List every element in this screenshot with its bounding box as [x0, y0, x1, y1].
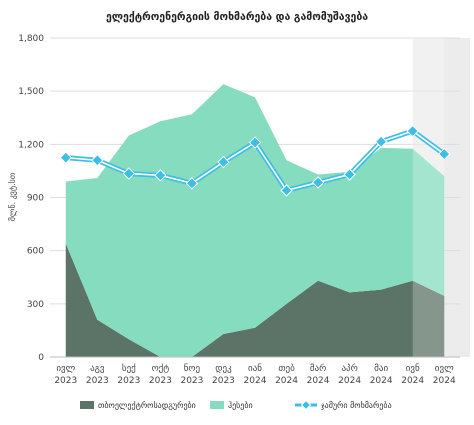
- line-point: [406, 124, 419, 138]
- line-point: [374, 135, 388, 148]
- x-tick-year: 2024: [307, 376, 330, 386]
- x-tick-label: იან: [248, 363, 262, 374]
- x-tick-year: 2023: [117, 376, 140, 386]
- x-tick-year: 2024: [275, 376, 298, 386]
- x-tick-label: თებ: [278, 363, 295, 374]
- line-point: [311, 176, 325, 189]
- x-tick-year: 2023: [180, 376, 203, 386]
- line-point: [154, 169, 167, 182]
- x-tick-label: დეკ: [215, 364, 232, 374]
- area-series-2: [65, 84, 445, 358]
- y-tick-label: 300: [27, 300, 44, 310]
- chart-title: ელექტროენერგიის მოხმარება და გამომუშავებ…: [106, 11, 368, 23]
- line-point: [248, 136, 262, 149]
- y-tick-label: 1,500: [18, 87, 44, 97]
- x-tick-year: 2023: [212, 376, 235, 386]
- y-tick-label: 1,800: [18, 34, 44, 44]
- highlight-overlay: [412, 38, 445, 357]
- y-axis-label: მლნ. კვტ.სთ: [7, 172, 17, 221]
- legend-label: ჯამური მოხმარება: [321, 400, 392, 410]
- line-point: [343, 168, 356, 181]
- y-tick-label: 1,200: [18, 140, 44, 150]
- y-tick-label: 600: [27, 247, 44, 257]
- legend-swatch: [210, 401, 224, 409]
- line-point: [217, 155, 230, 169]
- y-tick-label: 900: [27, 194, 44, 204]
- line-point: [122, 167, 136, 180]
- x-tick-label: ივლ: [435, 364, 454, 374]
- x-tick-label: აპრ: [341, 363, 357, 374]
- x-tick-year: 2024: [370, 376, 393, 386]
- y-tick-label: 0: [38, 353, 44, 363]
- x-tick-year: 2024: [401, 376, 424, 386]
- x-tick-label: სექ: [122, 363, 136, 374]
- x-tick-label: ივლ: [56, 364, 75, 374]
- x-tick-year: 2023: [54, 376, 77, 386]
- line-point: [280, 184, 293, 197]
- x-tick-label: მარ: [310, 363, 326, 374]
- x-tick-year: 2023: [149, 376, 172, 386]
- area-series-1: [65, 243, 445, 357]
- x-tick-label: მაი: [374, 363, 388, 374]
- legend-label: ჰესები: [228, 400, 253, 410]
- legend-swatch: [80, 401, 94, 409]
- x-tick-label: ნოე: [184, 363, 201, 374]
- x-tick-label: ოქტ: [152, 363, 170, 374]
- line-point: [185, 177, 199, 190]
- legend-swatch-marker: [300, 399, 312, 411]
- x-tick-label: აგვ: [90, 364, 105, 374]
- x-tick-year: 2024: [338, 376, 361, 386]
- line-point: [91, 154, 104, 167]
- x-tick-year: 2024: [433, 376, 456, 386]
- line-point: [438, 147, 451, 161]
- legend-label: თბოელექტროსადგურები: [98, 400, 196, 410]
- x-tick-year: 2024: [244, 376, 267, 386]
- line-point: [59, 151, 72, 164]
- x-tick-year: 2023: [86, 376, 109, 386]
- x-tick-label: ივნ: [406, 363, 420, 374]
